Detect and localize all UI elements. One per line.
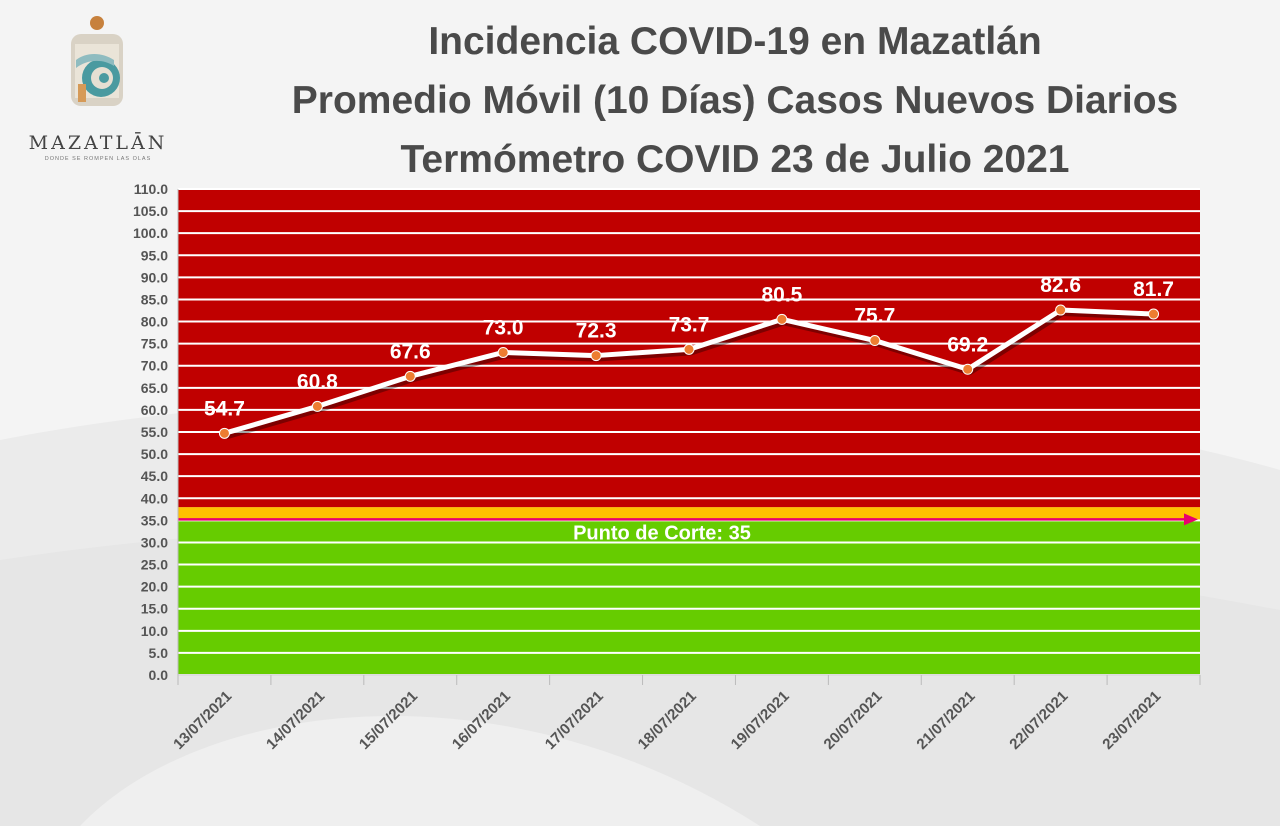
x-tick-label: 13/07/2021 — [170, 688, 235, 753]
chart-titles: Incidencia COVID-19 en Mazatlán Promedio… — [190, 12, 1280, 189]
y-tick-label: 110.0 — [134, 181, 168, 197]
y-tick-label: 30.0 — [141, 534, 168, 550]
y-tick-label: 40.0 — [141, 490, 168, 506]
data-point — [869, 335, 881, 347]
zone-yellow — [178, 507, 1200, 521]
data-label: 69.2 — [947, 333, 988, 356]
y-tick-label: 60.0 — [141, 402, 168, 418]
y-tick-label: 100.0 — [133, 225, 168, 241]
y-tick-label: 10.0 — [141, 623, 168, 639]
data-label: 75.7 — [854, 305, 895, 328]
x-tick-label: 18/07/2021 — [635, 688, 700, 753]
chart-title-line-2: Promedio Móvil (10 Días) Casos Nuevos Di… — [291, 79, 1179, 122]
x-tick-label: 17/07/2021 — [542, 688, 607, 753]
logo-tagline: DONDE SE ROMPEN LAS OLAS — [44, 156, 152, 162]
zone-green — [178, 520, 1200, 675]
y-tick-label: 50.0 — [141, 446, 168, 462]
data-point — [404, 370, 416, 382]
y-tick-label: 65.0 — [141, 380, 168, 396]
threshold-label: Punto de Corte: 35 — [573, 522, 751, 544]
data-label: 73.0 — [483, 316, 524, 339]
data-label: 73.7 — [669, 313, 710, 336]
data-label: 67.6 — [390, 340, 431, 363]
data-point — [1055, 304, 1067, 316]
threshold-arrow-icon — [1184, 513, 1198, 526]
data-point — [683, 343, 695, 355]
x-tick-label: 23/07/2021 — [1099, 688, 1164, 753]
data-point — [1148, 308, 1160, 320]
y-tick-label: 0.0 — [149, 667, 169, 683]
data-point — [962, 363, 974, 375]
y-tick-label: 35.0 — [141, 512, 168, 528]
logo-wordmark: MAZATLĀN — [28, 132, 168, 154]
x-tick-label: 16/07/2021 — [449, 688, 514, 753]
data-label: 72.3 — [576, 320, 617, 343]
chart-title-line-3: Termómetro COVID 23 de Julio 2021 — [400, 138, 1070, 181]
mazatlan-logo: MAZATLĀN DONDE SE ROMPEN LAS OLAS — [18, 14, 178, 174]
data-point — [590, 350, 602, 362]
chart-title-line-1: Incidencia COVID-19 en Mazatlán — [428, 20, 1042, 63]
data-label: 54.7 — [204, 397, 245, 420]
x-tick-label: 22/07/2021 — [1006, 688, 1071, 753]
wave-emblem-icon — [71, 16, 123, 106]
y-tick-label: 75.0 — [141, 336, 168, 352]
y-tick-label: 20.0 — [141, 579, 168, 595]
data-point — [776, 313, 788, 325]
y-tick-label: 85.0 — [141, 291, 168, 307]
y-tick-label: 80.0 — [141, 314, 168, 330]
data-label: 82.6 — [1040, 274, 1081, 297]
x-tick-label: 20/07/2021 — [821, 688, 886, 753]
y-tick-label: 55.0 — [141, 424, 168, 440]
x-tick-label: 21/07/2021 — [913, 688, 978, 753]
data-point — [218, 427, 230, 439]
data-point — [497, 346, 509, 358]
x-tick-label: 15/07/2021 — [356, 688, 421, 753]
y-tick-label: 90.0 — [141, 269, 168, 285]
y-tick-label: 45.0 — [141, 468, 168, 484]
data-label: 81.7 — [1133, 278, 1174, 301]
data-label: 60.8 — [297, 370, 338, 393]
y-tick-label: 5.0 — [149, 645, 169, 661]
y-tick-label: 15.0 — [141, 601, 168, 617]
data-point — [311, 400, 323, 412]
y-tick-label: 105.0 — [133, 203, 168, 219]
y-tick-label: 25.0 — [141, 557, 168, 573]
data-label: 80.5 — [761, 283, 802, 306]
x-tick-label: 19/07/2021 — [728, 688, 793, 753]
y-tick-label: 95.0 — [141, 247, 168, 263]
y-tick-label: 70.0 — [141, 358, 168, 374]
x-tick-label: 14/07/2021 — [263, 688, 328, 753]
